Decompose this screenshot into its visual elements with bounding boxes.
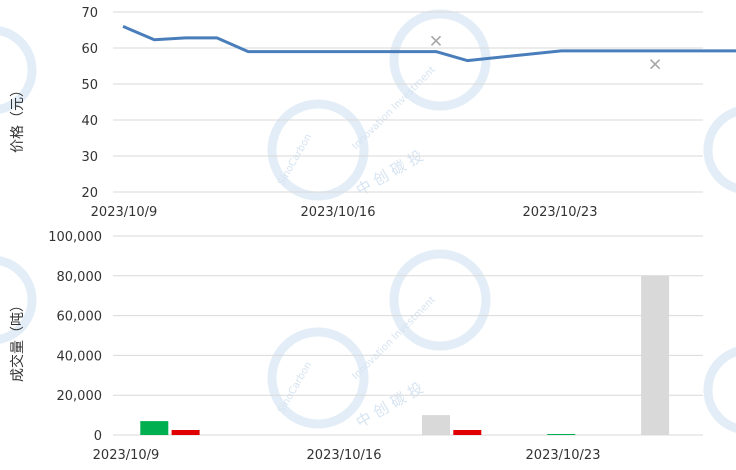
watermark-brand: SinoCarbon — [276, 360, 314, 415]
price-x-tick-label: 2023/10/23 — [523, 205, 598, 220]
volume-x-tick-label: 2023/10/23 — [526, 448, 601, 463]
watermark: SinoCarbon Innovation Investment 中 创 碳 投… — [0, 9, 736, 433]
volume-y-tick-label: 60,000 — [57, 310, 103, 325]
volume-bar — [641, 275, 670, 435]
volume-bar — [140, 421, 169, 435]
volume-y-tick-label: 40,000 — [57, 349, 103, 364]
volume-y-tick-label: 0 — [94, 429, 102, 444]
watermark-ring — [0, 26, 37, 114]
price-chart: 价格（元） 70 60 50 40 30 20 2023/10/9 2023/10/16 202… — [10, 6, 736, 220]
volume-y-tick-label: 20,000 — [57, 389, 103, 404]
watermark-ring — [389, 249, 491, 351]
watermark-ring — [267, 327, 369, 429]
watermark-ring — [703, 347, 736, 433]
volume-bar — [547, 434, 576, 435]
volume-chart: 成交量（吨） 100,000 80,000 60,000 40,000 20,000 0 2… — [9, 230, 703, 463]
price-y-tick-label: 60 — [81, 42, 98, 57]
watermark-ring — [0, 256, 37, 344]
volume-bar — [453, 430, 482, 435]
volume-y-tick-label: 100,000 — [48, 230, 102, 245]
watermark-ring — [703, 107, 736, 193]
watermark-brand: SinoCarbon — [276, 132, 314, 187]
price-line-series — [122, 25, 736, 63]
volume-x-tick-label: 2023/10/9 — [93, 448, 160, 463]
marker-stroke — [650, 59, 661, 70]
volume-bar — [171, 430, 200, 435]
price-y-tick-label: 70 — [81, 6, 98, 21]
volume-y-tick-label: 80,000 — [57, 270, 103, 285]
marker-stroke — [430, 35, 442, 46]
price-y-tick-label: 40 — [81, 114, 98, 129]
volume-x-tick-label: 2023/10/16 — [307, 448, 382, 463]
price-marker-point — [430, 35, 442, 46]
price-y-tick-label: 30 — [81, 150, 98, 165]
price-y-axis-label: 价格（元） — [10, 83, 26, 153]
price-y-tick-label: 50 — [81, 78, 98, 93]
price-marker-point — [650, 59, 661, 70]
volume-y-axis-label: 成交量（吨） — [9, 298, 26, 382]
watermark-ring — [267, 99, 369, 201]
price-x-tick-label: 2023/10/9 — [91, 205, 158, 220]
price-x-tick-label: 2023/10/16 — [301, 205, 376, 220]
price-y-tick-label: 20 — [81, 186, 98, 201]
volume-bar — [422, 415, 450, 435]
